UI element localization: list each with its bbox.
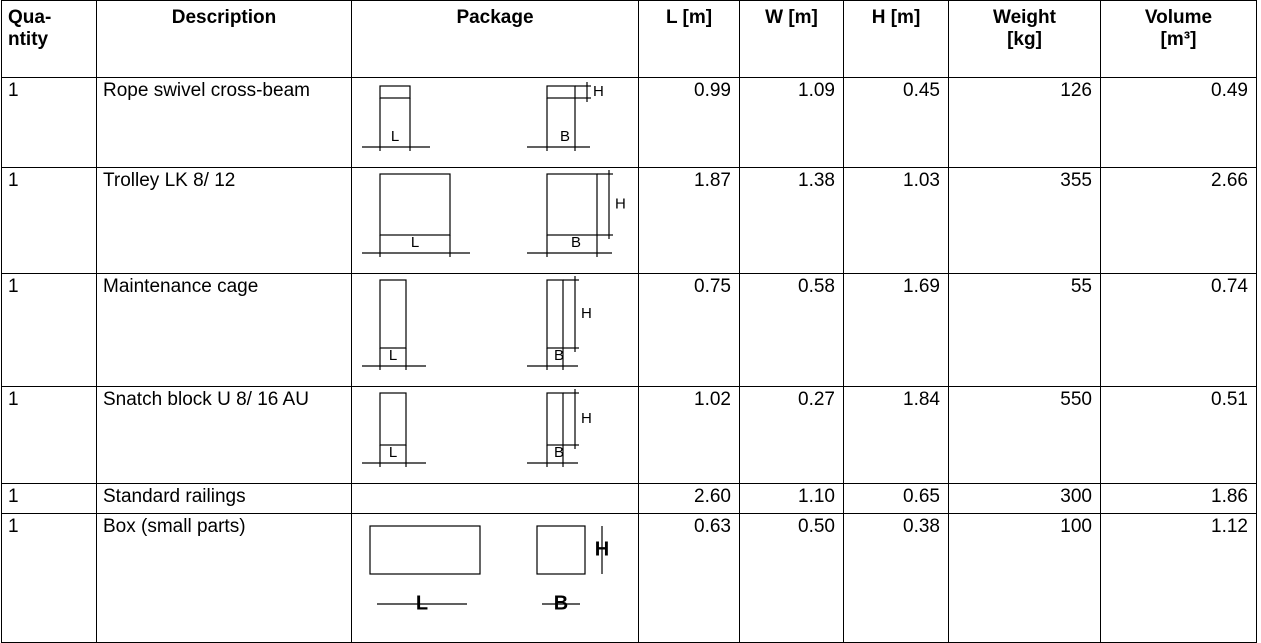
- header-cell: Description: [96, 0, 352, 78]
- description-cell: Maintenance cage: [96, 273, 352, 387]
- table-row: 1 Rope swivel cross-beam L B H 0.99 1.09 0.45 12…: [1, 77, 1257, 168]
- height-label: H: [581, 305, 592, 322]
- weight-cell: 300: [948, 483, 1101, 514]
- package-cell: L B H: [351, 77, 639, 168]
- side-view: [546, 279, 564, 349]
- l-cell: 1.87: [638, 167, 740, 274]
- h-cell: 1.69: [843, 273, 949, 387]
- length-label: L: [389, 347, 397, 364]
- package-drawing: L B H: [362, 170, 626, 257]
- header-cell: H [m]: [843, 0, 949, 78]
- volume-cell: 1.86: [1100, 483, 1257, 514]
- width-label: B: [554, 347, 564, 364]
- description-cell: Rope swivel cross-beam: [96, 77, 352, 168]
- l-cell: 2.60: [638, 483, 740, 514]
- side-view: [536, 525, 586, 575]
- length-label: L: [391, 128, 399, 145]
- volume-cell: 0.74: [1100, 273, 1257, 387]
- weight-cell: 126: [948, 77, 1101, 168]
- package-cell: L B H: [351, 273, 639, 387]
- weight-cell: 55: [948, 273, 1101, 387]
- header-cell: W [m]: [739, 0, 844, 78]
- h-cell: 0.65: [843, 483, 949, 514]
- package-drawing: L BH: [362, 389, 592, 467]
- header-cell: Package: [351, 0, 639, 78]
- header-row: Qua- ntity Description Package L [m] W [m] H …: [1, 0, 1257, 78]
- side-view: [546, 392, 564, 446]
- w-cell: 0.50: [739, 513, 844, 643]
- quantity-cell: 1: [1, 386, 97, 484]
- quantity-cell: 1: [1, 483, 97, 514]
- side-view: [546, 85, 576, 99]
- weight-cell: 100: [948, 513, 1101, 643]
- table-row: 1 Box (small parts) L B H 0.63 0.50 0.38 100 1.12: [1, 513, 1257, 643]
- front-view: [369, 525, 481, 575]
- quantity-cell: 1: [1, 513, 97, 643]
- height-label: H: [595, 538, 609, 560]
- table-row: 1 Snatch block U 8/ 16 AU L B H 1.02 0.27 1.84 5…: [1, 386, 1257, 484]
- header-cell: Weight [kg]: [948, 0, 1101, 78]
- front-view: [379, 279, 407, 349]
- length-label: L: [389, 444, 397, 461]
- width-label: B: [560, 128, 570, 145]
- height-label: H: [615, 195, 626, 212]
- table-body: 1 Rope swivel cross-beam L B H 0.99 1.09 0.45 12…: [1, 77, 1257, 643]
- h-cell: 1.03: [843, 167, 949, 274]
- table-row: 1 Trolley LK 8/ 12 L B H 1.87 1.38 1.03 355 2.66: [1, 167, 1257, 274]
- package-cell: [351, 483, 639, 514]
- weight-cell: 355: [948, 167, 1101, 274]
- header-cell: L [m]: [638, 0, 740, 78]
- quantity-cell: 1: [1, 77, 97, 168]
- width-label: B: [554, 444, 564, 461]
- l-cell: 0.63: [638, 513, 740, 643]
- l-cell: 1.02: [638, 386, 740, 484]
- description-cell: Box (small parts): [96, 513, 352, 643]
- package-drawing: L B H: [369, 525, 609, 614]
- w-cell: 0.27: [739, 386, 844, 484]
- quantity-cell: 1: [1, 273, 97, 387]
- h-cell: 0.38: [843, 513, 949, 643]
- w-cell: 1.09: [739, 77, 844, 168]
- table-row: 1 Maintenance cage L B H 0.75 0.58 1.69 55 0.74: [1, 273, 1257, 387]
- height-label: H: [581, 410, 592, 427]
- quantity-cell: 1: [1, 167, 97, 274]
- l-cell: 0.99: [638, 77, 740, 168]
- package-cell: L B H: [351, 167, 639, 274]
- front-view: [379, 85, 411, 99]
- side-view: [546, 173, 598, 236]
- header-cell: Qua- ntity: [1, 0, 97, 78]
- description-cell: Trolley LK 8/ 12: [96, 167, 352, 274]
- height-label: H: [593, 83, 604, 100]
- w-cell: 1.10: [739, 483, 844, 514]
- width-label: B: [554, 592, 568, 614]
- weight-cell: 550: [948, 386, 1101, 484]
- volume-cell: 0.49: [1100, 77, 1257, 168]
- volume-cell: 2.66: [1100, 167, 1257, 274]
- front-view: [379, 392, 407, 446]
- w-cell: 0.58: [739, 273, 844, 387]
- width-label: B: [571, 234, 581, 251]
- length-label: L: [411, 234, 419, 251]
- table-row: 1 Standard railings 2.60 1.10 0.65 300 1.86: [1, 483, 1257, 514]
- header-cell: Volume [m³]: [1100, 0, 1257, 78]
- description-cell: Snatch block U 8/ 16 AU: [96, 386, 352, 484]
- w-cell: 1.38: [739, 167, 844, 274]
- package-cell: L B H: [351, 513, 639, 643]
- h-cell: 0.45: [843, 77, 949, 168]
- front-view: [379, 173, 451, 236]
- description-cell: Standard railings: [96, 483, 352, 514]
- package-drawing: L B H: [362, 82, 604, 151]
- h-cell: 1.84: [843, 386, 949, 484]
- l-cell: 0.75: [638, 273, 740, 387]
- volume-cell: 1.12: [1100, 513, 1257, 643]
- package-drawing: L B H: [362, 276, 592, 370]
- volume-cell: 0.51: [1100, 386, 1257, 484]
- length-label: L: [416, 592, 428, 614]
